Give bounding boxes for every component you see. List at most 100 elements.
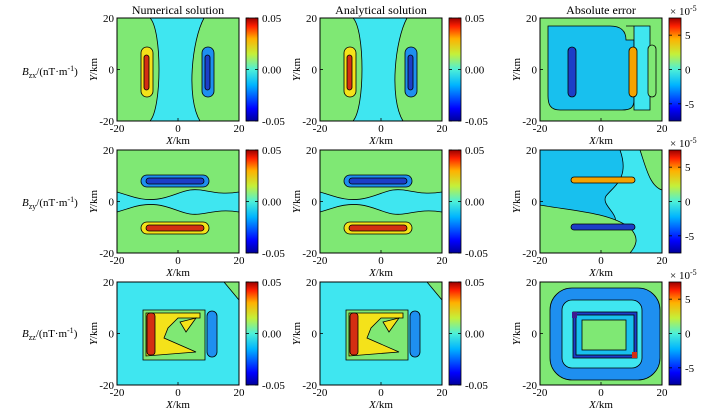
- axes-bzz-error: -20 0 20 20 0 -20 X/km Y/km: [511, 277, 668, 411]
- colorbar-tick-label: 0.00: [465, 329, 485, 341]
- y-tick-label: 20: [103, 13, 115, 25]
- colorbar-bzx-analytical: 0.05 0.00 -0.05: [448, 13, 488, 128]
- colorbar-tick-label: -0.05: [465, 380, 488, 392]
- y-tick-label: 0: [312, 329, 318, 341]
- x-axis-label: X/km: [588, 267, 613, 279]
- y-tick-label: -20: [302, 248, 317, 260]
- axes-bzx-analytical: -20 0 20 20 0 -20 X/km Y/km: [291, 13, 448, 147]
- panel-bzx-analytical: [320, 18, 442, 121]
- x-axis-label: X/km: [165, 267, 190, 279]
- x-tick-label: 20: [657, 123, 669, 135]
- x-axis-label: X/km: [368, 267, 393, 279]
- colorbar-bzx-error: 5 0 -5 × 10-5: [668, 4, 697, 122]
- y-axis-label: Y/km: [88, 189, 100, 213]
- x-axis-label: X/km: [165, 399, 190, 411]
- y-axis-label: Y/km: [291, 57, 303, 81]
- x-tick-label: -20: [313, 255, 328, 267]
- panel-bzx-numerical: [117, 18, 239, 121]
- panel-bzy-analytical: [320, 150, 442, 253]
- colorbar-tick-label: 0.05: [465, 277, 485, 289]
- y-tick-label: 20: [306, 13, 318, 25]
- colorbar-bzy-error: 5 0 -5 × 10-5: [668, 136, 697, 254]
- x-tick-label: 20: [234, 387, 246, 399]
- panel-bzy-error: [540, 150, 662, 253]
- y-tick-label: 0: [532, 197, 538, 209]
- x-tick-label: -20: [110, 123, 125, 135]
- x-axis-label: X/km: [588, 135, 613, 147]
- column-title-error: Absolute error: [566, 3, 636, 17]
- y-tick-label: -20: [302, 116, 317, 128]
- y-tick-label: -20: [522, 380, 537, 392]
- x-axis-label: X/km: [588, 399, 613, 411]
- axes-bzx-numerical: -20 0 20 20 0 -20 X/km Y/km: [88, 13, 245, 147]
- y-tick-label: 0: [109, 329, 115, 341]
- axes-bzz-analytical: -20 0 20 20 0 -20 X/km Y/km: [291, 277, 448, 411]
- x-tick-label: 20: [437, 387, 449, 399]
- x-tick-label: 0: [378, 387, 384, 399]
- x-tick-label: -20: [110, 387, 125, 399]
- x-tick-label: -20: [313, 123, 328, 135]
- colorbar-layer: 0.05 0.00 -0.05 0.05 0.00 -0.05 5 0 -5 × 10-5 0.05…: [245, 4, 697, 392]
- y-tick-label: -20: [99, 380, 114, 392]
- panel-bzx-error: [540, 18, 662, 121]
- colorbar-bzz-numerical: 0.05 0.00 -0.05: [245, 277, 285, 392]
- x-tick-label: -20: [533, 387, 548, 399]
- y-tick-label: -20: [99, 116, 114, 128]
- panel-bzz-numerical: [117, 282, 239, 385]
- x-tick-label: 0: [378, 255, 384, 267]
- colorbar-bzy-analytical: 0.05 0.00 -0.05: [448, 145, 488, 260]
- y-tick-label: 20: [306, 277, 318, 289]
- row-label-bzz: Bzz/(nT·m-1): [22, 326, 78, 342]
- colorbar-bzz-error: 5 0 -5 × 10-5: [668, 268, 697, 386]
- panel-bzz-analytical: [320, 282, 442, 385]
- colorbar-exponent: × 10-5: [670, 136, 697, 150]
- colorbar-tick-label: -0.05: [465, 248, 488, 260]
- x-axis-label: X/km: [368, 135, 393, 147]
- x-tick-label: -20: [533, 255, 548, 267]
- y-axis-label: Y/km: [511, 57, 523, 81]
- y-tick-label: -20: [99, 248, 114, 260]
- x-tick-label: 0: [598, 255, 604, 267]
- colorbar-bzx-numerical: 0.05 0.00 -0.05: [245, 13, 285, 128]
- x-tick-label: -20: [313, 387, 328, 399]
- y-tick-label: 20: [103, 145, 115, 157]
- colorbar-tick-label: 5: [685, 30, 691, 42]
- colorbar-tick-label: 0.05: [465, 145, 485, 157]
- x-tick-label: 20: [234, 123, 246, 135]
- x-tick-label: 0: [378, 123, 384, 135]
- colorbar-tick-label: 0.05: [262, 277, 282, 289]
- x-tick-label: 0: [175, 387, 181, 399]
- colorbar-tick-label: 0: [685, 197, 691, 209]
- row-label-bzx: Bzx/(nT·m-1): [22, 64, 78, 80]
- column-title-numerical: Numerical solution: [132, 3, 224, 17]
- panel-bzz-error: [540, 282, 662, 385]
- x-tick-label: -20: [533, 123, 548, 135]
- x-tick-label: 0: [175, 123, 181, 135]
- colorbar-tick-label: 5: [685, 162, 691, 174]
- colorbar-tick-label: 0.00: [262, 197, 282, 209]
- x-tick-label: 0: [175, 255, 181, 267]
- y-tick-label: 20: [306, 145, 318, 157]
- y-tick-label: 20: [526, 13, 538, 25]
- colorbar-tick-label: 0: [685, 329, 691, 341]
- y-axis-label: Y/km: [291, 321, 303, 345]
- colorbar-tick-label: -0.05: [262, 248, 285, 260]
- axes-bzz-numerical: -20 0 20 20 0 -20 X/km Y/km: [88, 277, 245, 411]
- row-label-bzy: Bzy/(nT·m-1): [22, 195, 78, 211]
- axes-bzy-analytical: -20 0 20 20 0 -20 X/km Y/km: [291, 145, 448, 279]
- y-tick-label: 0: [312, 65, 318, 77]
- axes-bzy-numerical: -20 0 20 20 0 -20 X/km Y/km: [88, 145, 245, 279]
- x-tick-label: 0: [598, 387, 604, 399]
- colorbar-tick-label: 0.00: [465, 197, 485, 209]
- colorbar-bzy-numerical: 0.05 0.00 -0.05: [245, 145, 285, 260]
- colorbar-tick-label: -0.05: [465, 116, 488, 128]
- x-tick-label: 20: [657, 387, 669, 399]
- y-tick-label: 0: [312, 197, 318, 209]
- y-tick-label: 0: [532, 65, 538, 77]
- axes-layer: -20 0 20 20 0 -20 X/km Y/km -20 0 20 20 0 -20 X/km Y/km…: [88, 13, 668, 411]
- x-tick-label: 20: [437, 255, 449, 267]
- y-axis-label: Y/km: [88, 57, 100, 81]
- colorbar-tick-label: -5: [685, 363, 695, 375]
- y-axis-label: Y/km: [511, 189, 523, 213]
- colorbar-exponent: × 10-5: [670, 4, 697, 18]
